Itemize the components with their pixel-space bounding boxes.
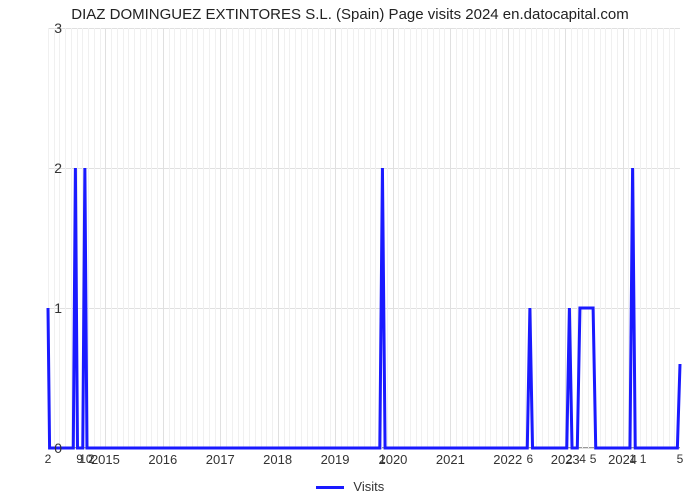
x-year-label: 2017 xyxy=(206,452,235,467)
x-year-label: 2022 xyxy=(493,452,522,467)
x-year-label: 2019 xyxy=(321,452,350,467)
x-value-label: 5 xyxy=(590,452,597,466)
legend: Visits xyxy=(0,479,700,494)
visits-line xyxy=(48,28,680,448)
legend-label: Visits xyxy=(353,479,384,494)
x-value-label: 1 xyxy=(379,452,386,466)
plot-area xyxy=(48,28,680,448)
y-tick-label: 2 xyxy=(22,160,62,176)
y-tick-label: 0 xyxy=(22,440,62,456)
x-value-label: 6 xyxy=(527,452,534,466)
x-value-label: 4 xyxy=(579,452,586,466)
x-value-label: 2 xyxy=(45,452,52,466)
x-year-label: 2018 xyxy=(263,452,292,467)
x-value-label: 5 xyxy=(677,452,684,466)
y-tick-label: 3 xyxy=(22,20,62,36)
legend-swatch xyxy=(316,486,344,489)
x-value-label: 2 xyxy=(566,452,573,466)
x-year-label: 2015 xyxy=(91,452,120,467)
x-year-label: 2021 xyxy=(436,452,465,467)
x-value-label: 2 xyxy=(88,452,95,466)
chart-title: DIAZ DOMINGUEZ EXTINTORES S.L. (Spain) P… xyxy=(0,6,700,23)
x-value-label: 1 xyxy=(629,452,636,466)
x-value-label: 1 xyxy=(640,452,647,466)
y-tick-label: 1 xyxy=(22,300,62,316)
x-year-label: 2016 xyxy=(148,452,177,467)
